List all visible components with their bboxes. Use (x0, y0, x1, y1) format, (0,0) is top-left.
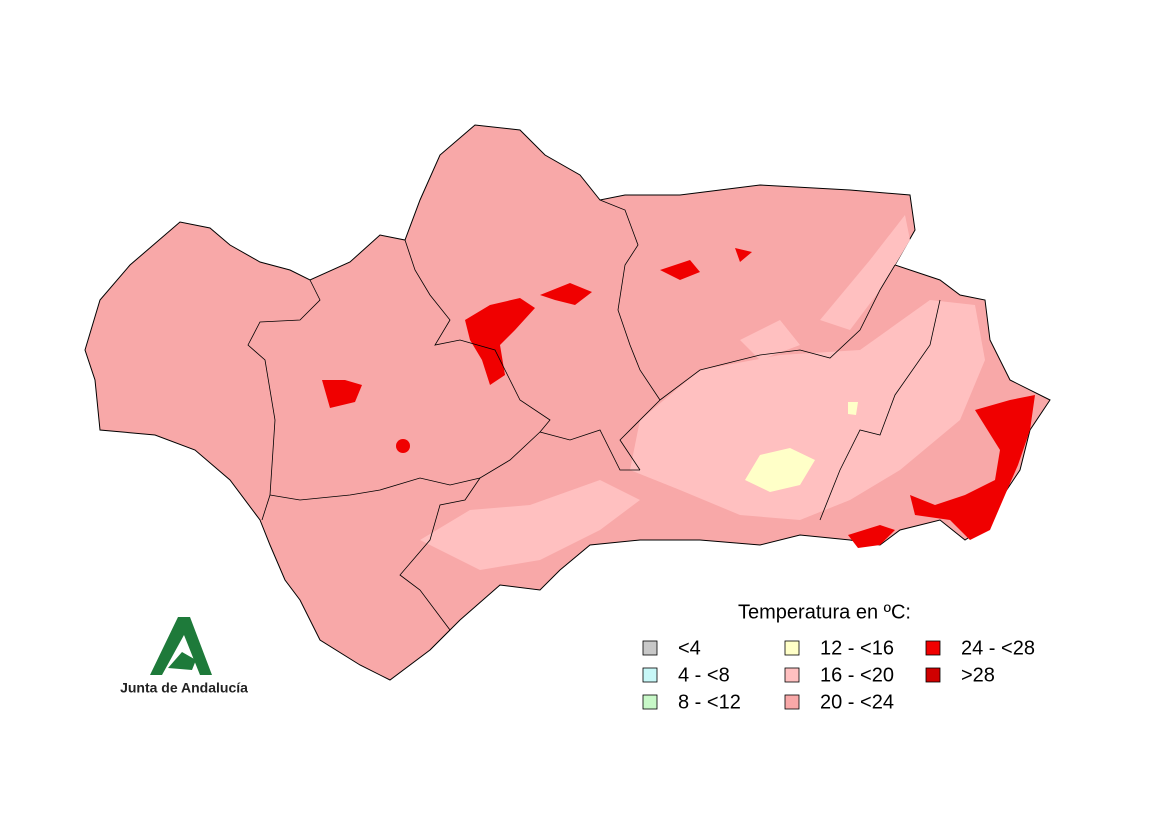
temperature-zone-hot (322, 248, 1035, 548)
legend-label: 16 - <20 (820, 664, 894, 686)
legend-label: >28 (961, 664, 995, 686)
logo-text: Junta de Andalucía (120, 680, 248, 696)
legend-title: Temperatura en ºC: (738, 601, 911, 623)
legend-swatch (642, 694, 658, 710)
legend-swatch (642, 640, 658, 656)
legend-label: 12 - <16 (820, 637, 894, 659)
temperature-zone-light (420, 215, 985, 570)
legend-swatch (925, 667, 941, 683)
logo-mark (168, 652, 196, 670)
province-borders (247, 199, 941, 651)
legend-swatch (784, 667, 800, 683)
legend-swatch (642, 667, 658, 683)
legend-swatch (784, 694, 800, 710)
legend: <4 4 - <8 8 - <12 12 - <16 16 - <20 20 - <24 2… (642, 637, 1035, 713)
logo: Junta de Andalucía (120, 617, 248, 696)
legend-label: 8 - <12 (678, 691, 741, 713)
legend-label: <4 (678, 637, 701, 659)
legend-label: 20 - <24 (820, 691, 894, 713)
region-outline (84, 124, 1051, 681)
region-map (84, 124, 1051, 681)
legend-swatch (925, 640, 941, 656)
legend-label: 24 - <28 (961, 637, 1035, 659)
legend-label: 4 - <8 (678, 664, 730, 686)
temperature-zone-cool (745, 402, 858, 492)
legend-swatch (784, 640, 800, 656)
logo-mark (150, 617, 212, 675)
